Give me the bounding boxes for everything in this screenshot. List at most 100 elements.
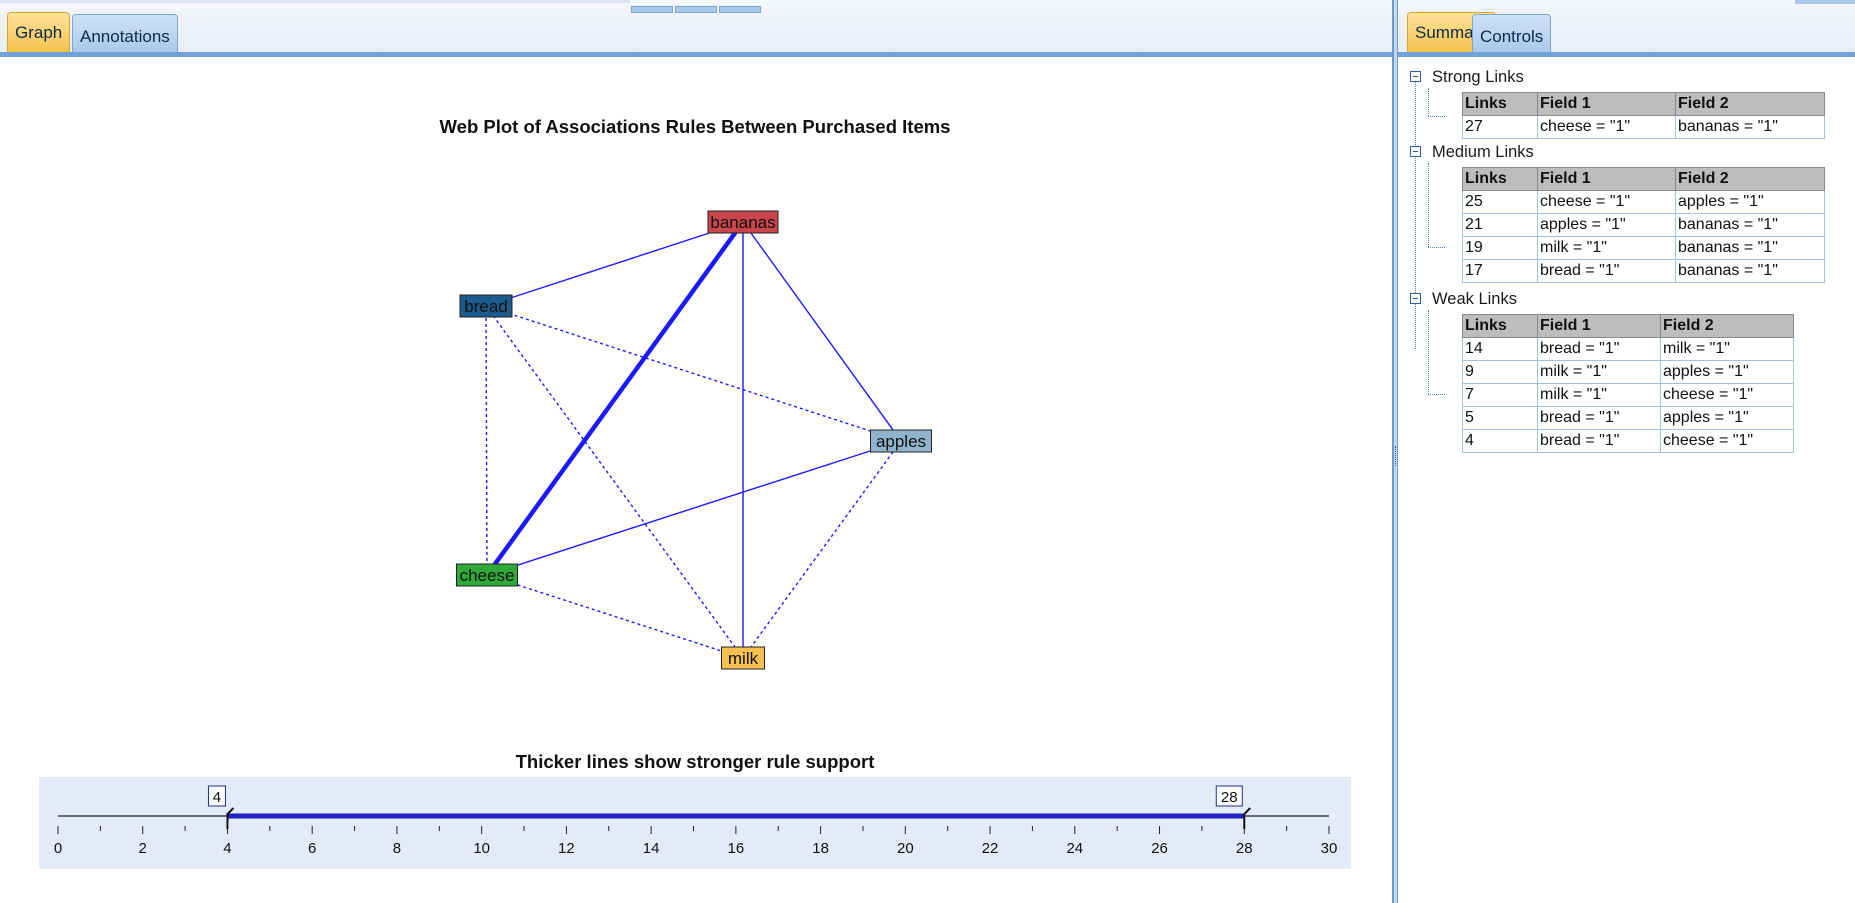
node-bread-label: bread xyxy=(464,297,507,316)
top-toolbar-strip xyxy=(0,0,630,3)
cell-links: 25 xyxy=(1462,190,1538,214)
table-row[interactable]: 4 bread = "1" cheese = "1" xyxy=(1462,429,1794,453)
link-milk-apples xyxy=(742,440,902,659)
slider-tick-label: 6 xyxy=(308,840,316,857)
table-medium-links: Links Field 1 Field 2 25 cheese = "1" ap… xyxy=(1462,167,1825,283)
cell-field1: bread = "1" xyxy=(1537,259,1676,283)
table-row[interactable]: 7 milk = "1" cheese = "1" xyxy=(1462,383,1794,407)
top-right-control[interactable] xyxy=(1795,0,1855,4)
tab-controls[interactable]: Controls xyxy=(1472,14,1552,52)
col-field1: Field 1 xyxy=(1537,92,1676,116)
cell-field2: apples = "1" xyxy=(1660,406,1794,430)
slider-panel xyxy=(39,777,1351,869)
slider-tick-label: 22 xyxy=(982,840,999,857)
slider-high-handle[interactable] xyxy=(1243,807,1251,829)
slider-tick-label: 18 xyxy=(812,840,829,857)
table-weak-links: Links Field 1 Field 2 14 bread = "1" mil… xyxy=(1462,314,1794,453)
cell-links: 14 xyxy=(1462,337,1538,361)
node-apples-label: apples xyxy=(876,432,926,451)
chart-subtitle: Thicker lines show stronger rule support xyxy=(516,751,875,772)
node-milk-box xyxy=(721,646,765,670)
link-apples-bananas xyxy=(742,221,902,442)
table-row[interactable]: 9 milk = "1" apples = "1" xyxy=(1462,360,1794,384)
cell-field1: milk = "1" xyxy=(1537,360,1661,384)
slider-low-value-box xyxy=(207,785,226,807)
node-milk-label: milk xyxy=(728,649,759,668)
cell-links: 27 xyxy=(1462,115,1538,139)
cell-field2: milk = "1" xyxy=(1660,337,1794,361)
cell-field2: cheese = "1" xyxy=(1660,429,1794,453)
slider-tick-label: 28 xyxy=(1236,840,1253,857)
cell-field2: bananas = "1" xyxy=(1675,236,1825,260)
link-bread-bananas xyxy=(485,221,744,307)
table-row[interactable]: 14 bread = "1" milk = "1" xyxy=(1462,337,1794,361)
cell-field2: bananas = "1" xyxy=(1675,213,1825,237)
cell-field1: milk = "1" xyxy=(1537,236,1676,260)
collapse-icon-weak[interactable] xyxy=(1410,293,1421,304)
slider-high-value: 28 xyxy=(1221,789,1238,806)
slider-tick-label: 16 xyxy=(728,840,745,857)
right-tab-bar: Summary Controls xyxy=(1398,0,1855,57)
table-row[interactable]: 27 cheese = "1" bananas = "1" xyxy=(1462,115,1825,139)
table-row[interactable]: 25 cheese = "1" apples = "1" xyxy=(1462,190,1825,214)
table-row[interactable]: 19 milk = "1" bananas = "1" xyxy=(1462,236,1825,260)
node-cheese-label: cheese xyxy=(460,566,515,585)
col-links: Links xyxy=(1462,167,1538,191)
collapse-icon-medium[interactable] xyxy=(1410,146,1421,157)
cell-links: 5 xyxy=(1462,406,1538,430)
col-links: Links xyxy=(1462,92,1538,116)
slider-tick-label: 14 xyxy=(643,840,660,857)
group-title-weak: Weak Links xyxy=(1432,290,1517,308)
col-field2: Field 2 xyxy=(1675,92,1825,116)
tab-graph[interactable]: Graph xyxy=(7,12,71,52)
node-bananas-box xyxy=(707,210,779,234)
col-links: Links xyxy=(1462,314,1538,338)
graph-pane: Graph Annotations Web Plot of Associatio… xyxy=(0,0,1392,869)
link-bread-milk xyxy=(485,305,744,659)
link-milk-cheese xyxy=(486,574,744,659)
cell-field2: apples = "1" xyxy=(1660,360,1794,384)
slider-tick-label: 12 xyxy=(558,840,575,857)
cell-field1: milk = "1" xyxy=(1537,383,1661,407)
table-strong-links: Links Field 1 Field 2 27 cheese = "1" ba… xyxy=(1462,92,1825,139)
cell-field1: cheese = "1" xyxy=(1537,190,1676,214)
table-row[interactable]: 21 apples = "1" bananas = "1" xyxy=(1462,213,1825,237)
cell-field2: bananas = "1" xyxy=(1675,259,1825,283)
cell-links: 21 xyxy=(1462,213,1538,237)
link-bread-apples xyxy=(485,305,902,442)
cell-links: 17 xyxy=(1462,259,1538,283)
cell-field1: apples = "1" xyxy=(1537,213,1676,237)
col-field2: Field 2 xyxy=(1675,167,1825,191)
cell-field2: bananas = "1" xyxy=(1675,115,1825,139)
cell-field1: cheese = "1" xyxy=(1537,115,1676,139)
group-title-medium: Medium Links xyxy=(1432,143,1534,161)
slider-tick-label: 20 xyxy=(897,840,914,857)
group-title-strong: Strong Links xyxy=(1432,68,1524,86)
node-apples-box xyxy=(870,429,932,453)
cell-links: 7 xyxy=(1462,383,1538,407)
collapse-icon-strong[interactable] xyxy=(1410,71,1421,82)
table-row[interactable]: 17 bread = "1" bananas = "1" xyxy=(1462,259,1825,283)
slider-tick-label: 4 xyxy=(223,840,231,857)
col-field1: Field 1 xyxy=(1537,167,1676,191)
slider-low-handle[interactable] xyxy=(226,807,235,829)
link-bread-cheese xyxy=(485,305,488,576)
link-cheese-apples xyxy=(486,440,902,576)
links-tree: Strong Links Links Field 1 Field 2 27 ch… xyxy=(1398,57,1855,903)
tree-branch-line xyxy=(1428,116,1445,117)
slider-tick-label: 30 xyxy=(1321,840,1338,857)
chart-title: Web Plot of Associations Rules Between P… xyxy=(440,116,951,137)
tree-branch-line xyxy=(1428,310,1429,394)
slider-tick-label: 24 xyxy=(1066,840,1083,857)
slider-low-value: 4 xyxy=(213,789,221,806)
slider-high-value-box xyxy=(1215,785,1243,807)
top-toolbar-buttons[interactable] xyxy=(631,0,763,13)
tab-annotations[interactable]: Annotations xyxy=(72,14,178,52)
table-row[interactable]: 5 bread = "1" apples = "1" xyxy=(1462,406,1794,430)
node-bananas-label: bananas xyxy=(710,213,775,232)
cell-links: 19 xyxy=(1462,236,1538,260)
node-bread-box xyxy=(459,294,513,318)
cell-field1: bread = "1" xyxy=(1537,406,1661,430)
node-cheese-box xyxy=(456,563,518,587)
tree-branch-line xyxy=(1428,88,1429,116)
